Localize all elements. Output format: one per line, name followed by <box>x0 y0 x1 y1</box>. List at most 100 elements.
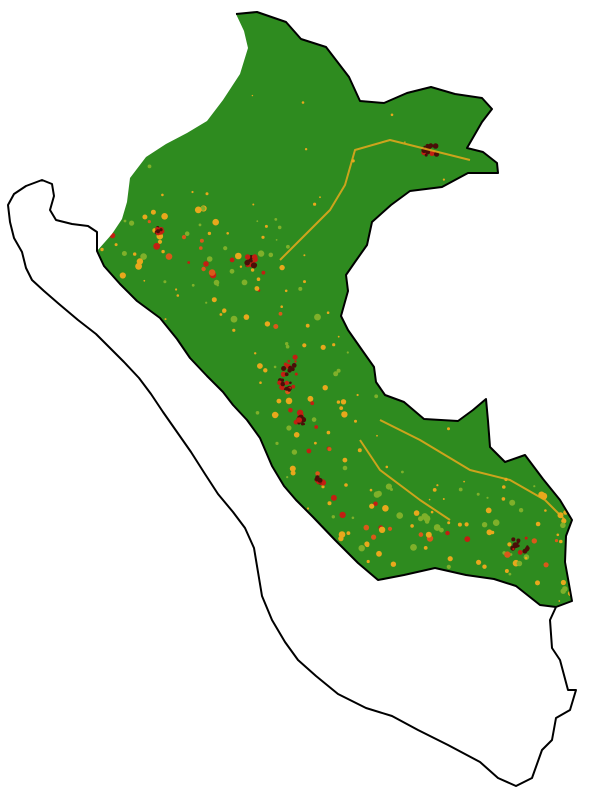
raster-pixel <box>476 580 480 584</box>
raster-pixel <box>161 193 164 197</box>
raster-pixel <box>508 572 512 576</box>
raster-pixel <box>256 220 259 223</box>
raster-pixel-hotspot <box>322 479 325 482</box>
raster-pixel <box>330 494 337 501</box>
raster-pixel <box>306 448 312 454</box>
raster-pixel <box>446 299 449 302</box>
raster-pixel <box>205 301 208 304</box>
raster-pixel <box>92 491 95 494</box>
raster-pixel <box>261 270 266 275</box>
raster-pixel <box>364 541 370 547</box>
raster-pixel <box>367 594 370 598</box>
raster-pixel-hotspot <box>284 380 289 386</box>
raster-pixel <box>313 202 317 206</box>
raster-pixel <box>415 578 422 585</box>
raster-pixel <box>305 323 310 328</box>
raster-pixel <box>369 488 373 492</box>
raster-pixel <box>504 569 509 573</box>
raster-pixel <box>481 522 488 528</box>
raster-pixel <box>331 515 335 519</box>
raster-pixel <box>223 246 228 251</box>
raster-pixel <box>306 507 310 510</box>
raster-pixel <box>338 535 344 542</box>
raster-pixel <box>561 354 565 358</box>
raster-pixel <box>516 560 523 567</box>
raster-pixel <box>356 393 359 397</box>
raster-pixel <box>481 593 484 596</box>
raster-pixel <box>473 602 478 606</box>
raster-pixel-hotspot <box>294 360 297 363</box>
raster-pixel <box>322 385 328 391</box>
raster-pixel-hotspot <box>317 477 323 483</box>
raster-pixel <box>533 485 536 488</box>
raster-pixel <box>157 239 163 244</box>
river-corridor <box>279 139 471 261</box>
raster-pixel <box>319 196 321 199</box>
raster-pixel <box>235 252 242 260</box>
raster-pixel <box>501 497 506 501</box>
raster-pixel-hotspot <box>283 362 288 366</box>
raster-pixel <box>323 562 327 566</box>
raster-pixel <box>561 145 565 149</box>
raster-pixel-hotspot <box>289 381 292 385</box>
raster-pixel <box>291 449 298 455</box>
raster-pixel <box>216 284 219 287</box>
raster-pixel <box>423 546 428 550</box>
raster-pixel <box>333 371 339 377</box>
raster-pixel <box>199 246 203 250</box>
raster-pixel <box>53 273 57 277</box>
raster-pixel <box>140 253 147 260</box>
raster-pixel <box>327 501 332 506</box>
raster-pixel <box>341 567 345 570</box>
raster-pixel <box>198 223 202 227</box>
raster-pixel <box>285 342 289 346</box>
raster-pixel-hotspot <box>288 365 293 371</box>
raster-pixel <box>147 220 151 224</box>
raster-pixel <box>418 532 424 537</box>
raster-pixel <box>162 35 165 38</box>
raster-pixel-hotspot <box>249 259 253 263</box>
raster-pixel <box>354 419 357 423</box>
raster-pixel <box>239 265 243 268</box>
raster-pixel <box>492 519 500 526</box>
raster-pixel <box>201 266 206 272</box>
raster-pixel <box>273 365 277 369</box>
raster-pixel <box>259 381 262 385</box>
raster-pixel <box>70 204 72 206</box>
raster-pixel <box>423 515 431 522</box>
raster-pixel <box>184 231 190 236</box>
raster-pixel <box>558 487 561 490</box>
raster-pixel <box>336 400 341 404</box>
raster-pixel <box>203 261 209 267</box>
raster-pixel <box>229 257 235 263</box>
raster-pixel <box>581 547 587 553</box>
raster-pixel <box>207 34 210 37</box>
raster-pixel <box>462 370 464 372</box>
raster-pixel <box>445 530 450 536</box>
raster-pixel <box>396 512 404 519</box>
raster-pixel <box>363 524 370 531</box>
raster-pixel <box>326 311 330 315</box>
raster-pixel <box>150 209 156 215</box>
raster-pixel <box>63 199 66 202</box>
raster-pixel <box>291 384 296 389</box>
raster-pixel <box>200 206 206 211</box>
raster-pixel <box>265 12 268 14</box>
raster-pixel <box>342 465 348 471</box>
raster-pixel <box>413 510 420 516</box>
raster-pixel <box>3 271 4 272</box>
raster-pixel <box>114 185 118 189</box>
raster-pixel <box>263 368 268 373</box>
raster-pixel <box>133 252 137 256</box>
raster-pixel <box>321 485 325 489</box>
raster-pixel <box>369 503 375 509</box>
raster-pixel <box>509 499 516 506</box>
raster-pixel <box>263 485 266 488</box>
raster-pixel <box>264 224 268 228</box>
raster-pixel <box>433 524 441 531</box>
raster-pixel <box>458 14 462 18</box>
raster-pixel <box>205 192 209 196</box>
raster-pixel <box>544 509 547 512</box>
raster-pixel <box>276 398 282 404</box>
raster-pixel <box>373 501 378 507</box>
